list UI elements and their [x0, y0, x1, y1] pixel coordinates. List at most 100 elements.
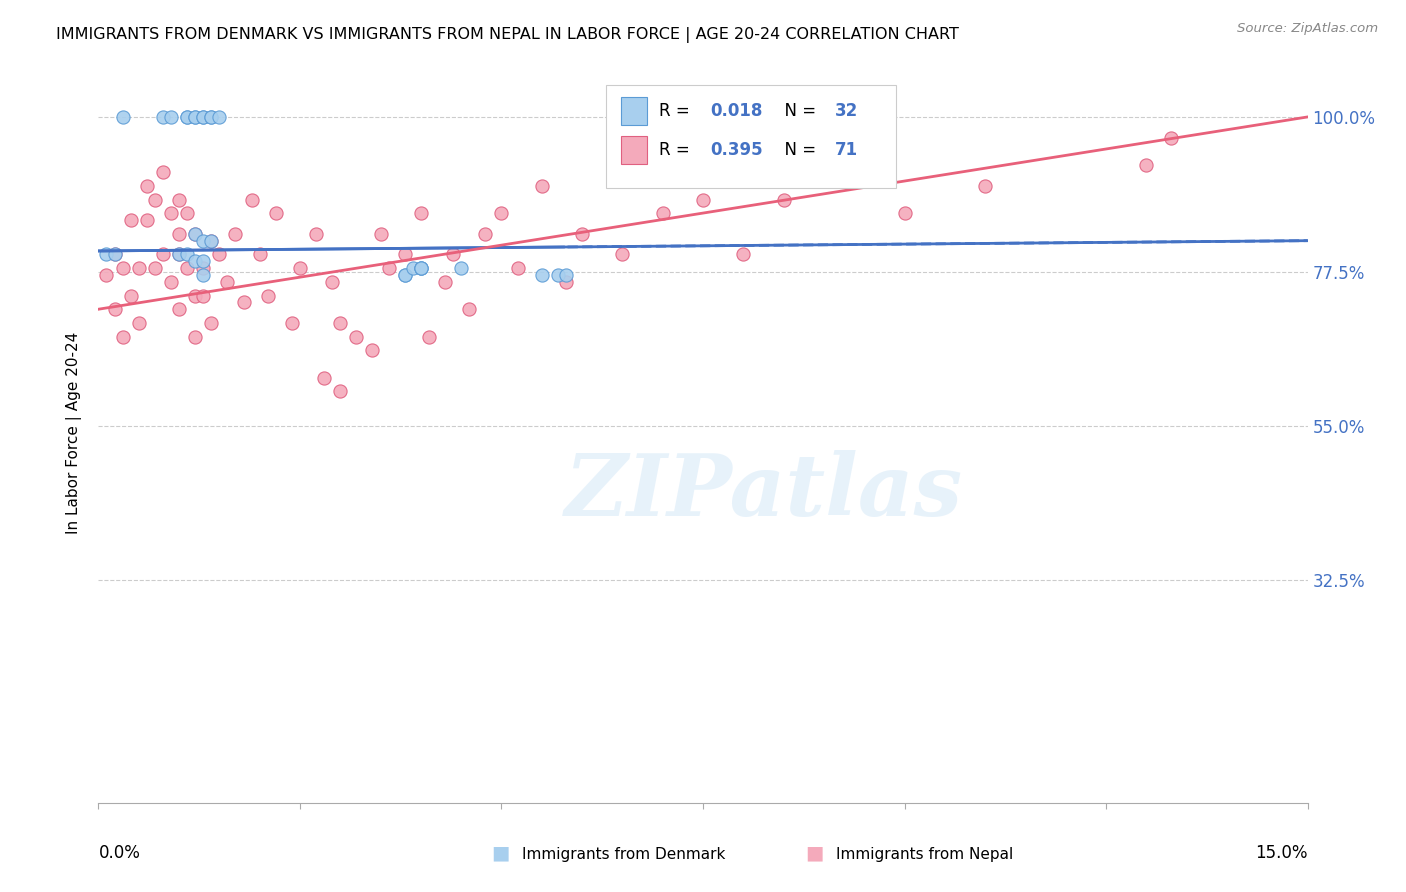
- Text: R =: R =: [659, 141, 696, 159]
- FancyBboxPatch shape: [606, 85, 897, 188]
- Point: [200, 110, 222, 124]
- Point: [1160, 131, 1182, 145]
- Point: [813, 158, 835, 172]
- Point: [103, 247, 125, 261]
- Point: [103, 302, 125, 317]
- Point: [651, 206, 673, 220]
- Point: [208, 247, 231, 261]
- Point: [103, 247, 125, 261]
- Point: [143, 193, 166, 207]
- Point: [208, 110, 231, 124]
- Point: [281, 316, 304, 330]
- Point: [409, 206, 432, 220]
- Point: [1135, 158, 1157, 172]
- Point: [329, 316, 352, 330]
- Point: [96, 247, 118, 261]
- Point: [167, 247, 190, 261]
- Point: [111, 110, 134, 124]
- Point: [184, 254, 207, 268]
- Point: [193, 268, 215, 282]
- Text: 15.0%: 15.0%: [1256, 844, 1308, 862]
- Point: [288, 261, 311, 276]
- Point: [441, 247, 464, 261]
- Point: [184, 227, 207, 241]
- Point: [974, 178, 997, 193]
- Point: [128, 316, 150, 330]
- Text: Immigrants from Nepal: Immigrants from Nepal: [837, 847, 1014, 863]
- Text: 71: 71: [835, 141, 858, 159]
- Point: [193, 234, 215, 248]
- Point: [240, 193, 263, 207]
- Point: [394, 247, 416, 261]
- Point: [249, 247, 271, 261]
- Point: [772, 193, 794, 207]
- Point: [167, 193, 190, 207]
- Point: [167, 302, 190, 317]
- Point: [184, 329, 207, 343]
- Point: [361, 343, 384, 358]
- Point: [314, 371, 336, 385]
- Text: Immigrants from Denmark: Immigrants from Denmark: [522, 847, 725, 863]
- Point: [506, 261, 529, 276]
- Text: 0.0%: 0.0%: [98, 844, 141, 862]
- Point: [256, 288, 278, 302]
- Point: [193, 110, 215, 124]
- Point: [305, 227, 328, 241]
- Point: [458, 302, 481, 317]
- Text: IMMIGRANTS FROM DENMARK VS IMMIGRANTS FROM NEPAL IN LABOR FORCE | AGE 20-24 CORR: IMMIGRANTS FROM DENMARK VS IMMIGRANTS FR…: [56, 27, 959, 43]
- Point: [547, 268, 569, 282]
- Point: [402, 261, 425, 276]
- Point: [193, 110, 215, 124]
- Point: [143, 261, 166, 276]
- Point: [120, 288, 142, 302]
- Point: [409, 261, 432, 276]
- Point: [224, 227, 246, 241]
- Text: R =: R =: [659, 103, 696, 120]
- Point: [176, 206, 198, 220]
- Point: [200, 110, 222, 124]
- FancyBboxPatch shape: [621, 97, 647, 126]
- Text: N =: N =: [775, 103, 821, 120]
- Point: [96, 268, 118, 282]
- Point: [135, 213, 157, 227]
- Point: [128, 261, 150, 276]
- Point: [184, 110, 207, 124]
- Text: 0.395: 0.395: [710, 141, 763, 159]
- Point: [176, 261, 198, 276]
- Text: ZIPatlas: ZIPatlas: [564, 450, 963, 533]
- Text: ■: ■: [806, 844, 824, 863]
- Point: [733, 247, 755, 261]
- Y-axis label: In Labor Force | Age 20-24: In Labor Force | Age 20-24: [66, 332, 83, 533]
- Point: [329, 384, 352, 399]
- Text: Source: ZipAtlas.com: Source: ZipAtlas.com: [1237, 22, 1378, 36]
- Text: N =: N =: [775, 141, 821, 159]
- Point: [232, 295, 254, 310]
- Point: [135, 178, 157, 193]
- Point: [530, 268, 553, 282]
- Point: [193, 288, 215, 302]
- Point: [217, 275, 239, 289]
- Point: [160, 206, 183, 220]
- Point: [344, 329, 367, 343]
- Point: [200, 316, 222, 330]
- Point: [111, 329, 134, 343]
- Point: [111, 261, 134, 276]
- Point: [193, 261, 215, 276]
- Point: [555, 268, 578, 282]
- Text: 32: 32: [835, 103, 858, 120]
- Point: [409, 261, 432, 276]
- Point: [120, 213, 142, 227]
- Point: [530, 178, 553, 193]
- Point: [167, 227, 190, 241]
- Point: [152, 247, 174, 261]
- Point: [200, 234, 222, 248]
- Point: [184, 288, 207, 302]
- Text: 0.018: 0.018: [710, 103, 762, 120]
- Point: [184, 227, 207, 241]
- Point: [264, 206, 287, 220]
- Point: [167, 247, 190, 261]
- Point: [176, 247, 198, 261]
- Point: [409, 261, 432, 276]
- Point: [434, 275, 457, 289]
- Point: [160, 275, 183, 289]
